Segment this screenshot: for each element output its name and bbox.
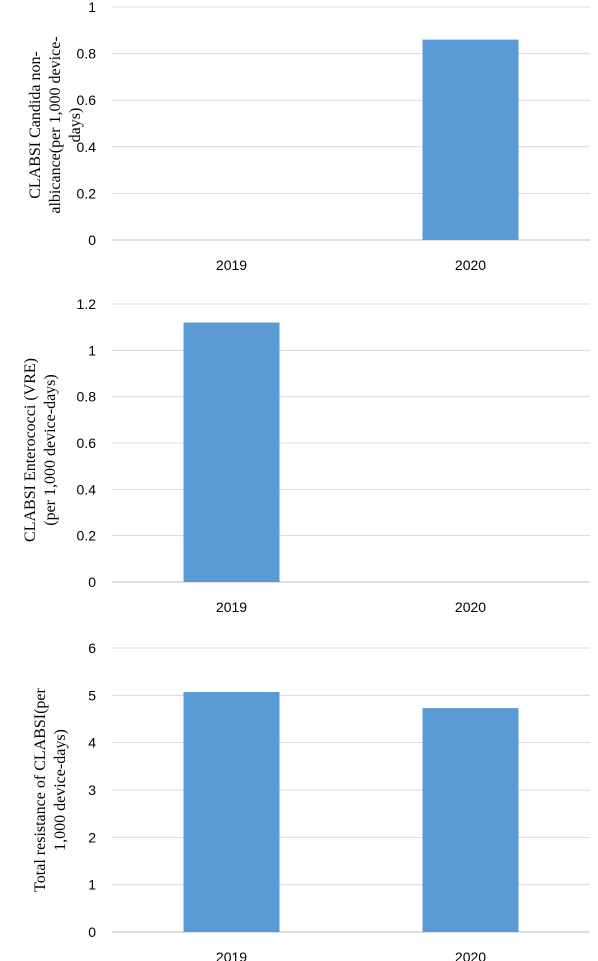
x-tick-label: 2020: [455, 949, 486, 961]
y-tick-label: 6: [88, 640, 96, 656]
y-tick-label: 0.4: [77, 481, 97, 497]
y-axis-label-line: albicance(per 1,000 device-: [47, 36, 64, 213]
bar-2019: [183, 692, 280, 932]
y-tick-label: 0.2: [77, 528, 97, 544]
y-tick-label: 3: [88, 782, 96, 798]
y-tick-label: 0.8: [77, 46, 97, 62]
y-axis-label: CLABSI Candida non-albicance(per 1,000 d…: [27, 36, 84, 213]
y-tick-label: 0.2: [77, 185, 97, 201]
y-tick-label: 0.6: [77, 92, 97, 108]
y-axis-label-line: Total resistance of CLABSI(per: [32, 687, 49, 891]
y-tick-label: 1: [88, 877, 96, 893]
bar-2020: [422, 708, 519, 932]
x-tick-label: 2020: [455, 599, 486, 615]
y-axis-label: Total resistance of CLABSI(per 1,000 devi…: [32, 687, 69, 891]
y-tick-label: 0: [88, 574, 96, 590]
y-tick-label: 0.6: [77, 435, 97, 451]
bar-2020: [422, 39, 519, 241]
y-tick-label: 4: [88, 735, 96, 751]
x-tick-label: 2019: [216, 257, 247, 273]
x-tick-label: 2019: [216, 599, 247, 615]
chart-3: 0 1 2 3 4 5 6 2019 2020 Total resistance of CLABS…: [32, 640, 590, 961]
y-tick-label: 0.8: [77, 389, 97, 405]
y-axis-label-line: 1,000 device-days): [52, 729, 69, 851]
y-axis-label-line: CLABSI Candida non-: [27, 51, 44, 199]
y-axis-label: CLABSI Enterococci (VRE) (per 1,000 devic…: [22, 358, 59, 542]
y-tick-label: 1.2: [77, 296, 97, 312]
y-tick-label: 1: [88, 342, 96, 358]
bar-2019: [183, 322, 280, 582]
y-tick-label: 2: [88, 829, 96, 845]
y-tick-label: 0: [88, 232, 96, 248]
y-axis-label-line: days): [67, 108, 84, 143]
chart-2: 0 0.2 0.4 0.6 0.8 1 1.2 2019 2020 CLABSI Enteroco…: [22, 296, 590, 615]
y-tick-label: 5: [88, 687, 96, 703]
y-tick-label: 0.4: [77, 139, 97, 155]
chart-1: 0 0.2 0.4 0.6 0.8 1 2019 2020 CLABSI Candida non…: [27, 0, 590, 273]
y-tick-label: 0: [88, 924, 96, 940]
y-axis-label-line: CLABSI Enterococci (VRE): [22, 358, 39, 542]
x-tick-label: 2020: [455, 257, 486, 273]
y-tick-label: 1: [88, 0, 96, 15]
x-tick-label: 2019: [216, 949, 247, 961]
y-axis-label-line: (per 1,000 device-days): [42, 374, 59, 526]
